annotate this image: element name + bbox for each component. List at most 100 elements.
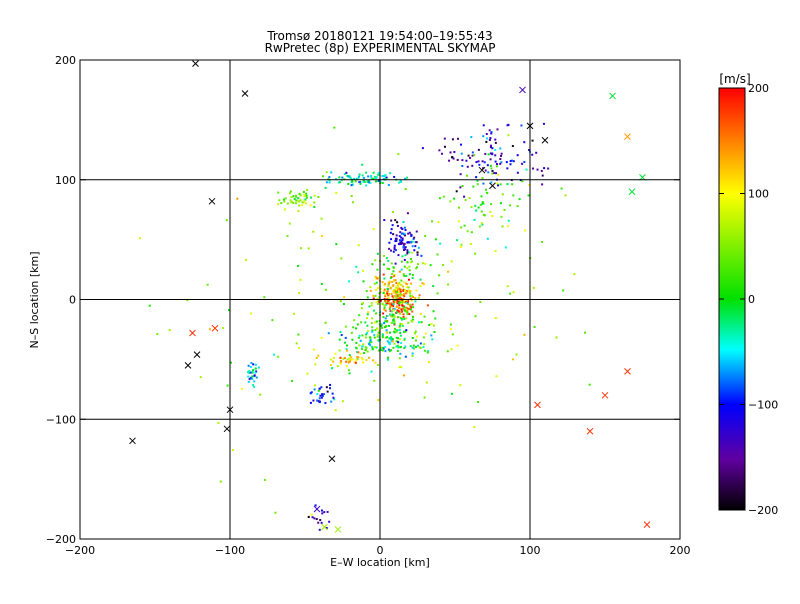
data-marker: [609, 92, 616, 100]
data-point: [409, 345, 412, 348]
data-point: [390, 304, 393, 307]
data-point: [385, 300, 388, 303]
data-point: [318, 528, 321, 531]
data-point: [393, 322, 396, 325]
colorbar-tick-label: 0: [748, 293, 755, 306]
data-point: [487, 153, 490, 156]
data-point: [523, 160, 526, 163]
colorbar-label: [m/s]: [719, 72, 750, 86]
data-point: [384, 320, 387, 323]
data-marker: [586, 427, 594, 435]
data-point: [186, 299, 189, 302]
data-point: [373, 309, 376, 312]
data-point: [366, 181, 369, 184]
data-point: [354, 180, 357, 183]
data-point: [339, 356, 342, 359]
data-point: [328, 179, 331, 182]
data-point: [389, 231, 392, 234]
data-point: [488, 138, 491, 141]
data-point: [368, 305, 371, 308]
data-point: [391, 272, 394, 275]
data-point: [362, 180, 365, 183]
data-point: [481, 223, 484, 226]
data-point: [475, 209, 478, 212]
data-point: [407, 307, 410, 310]
data-point: [349, 356, 352, 359]
data-point: [373, 282, 376, 285]
data-point: [478, 225, 481, 228]
data-point: [531, 153, 534, 156]
data-point: [381, 349, 384, 352]
data-point: [516, 171, 519, 174]
data-point: [360, 357, 363, 360]
data-point: [405, 290, 408, 293]
data-point: [254, 363, 257, 366]
data-point: [340, 257, 343, 260]
data-point: [361, 345, 364, 348]
data-point: [399, 231, 402, 234]
data-point: [298, 204, 301, 207]
data-point: [369, 289, 372, 292]
data-point: [449, 200, 452, 203]
data-point: [423, 343, 426, 346]
data-point: [395, 336, 398, 339]
data-point: [255, 370, 258, 373]
data-point: [438, 274, 441, 277]
data-point: [330, 171, 333, 174]
data-point: [499, 202, 502, 205]
data-point: [510, 159, 513, 162]
data-point: [355, 351, 358, 354]
data-point: [399, 334, 402, 337]
data-point: [400, 318, 403, 321]
data-point: [384, 282, 387, 285]
data-point: [376, 333, 379, 336]
data-point: [406, 251, 409, 254]
data-marker: [223, 425, 231, 433]
data-point: [388, 247, 391, 250]
data-point: [464, 198, 467, 201]
data-point: [400, 299, 403, 302]
data-point: [320, 336, 323, 339]
data-point: [400, 310, 403, 313]
data-point: [416, 263, 419, 266]
data-point: [383, 219, 386, 222]
data-point: [491, 147, 494, 150]
data-point: [392, 270, 395, 273]
data-point: [436, 253, 439, 256]
data-point: [500, 152, 503, 155]
data-point: [404, 301, 407, 304]
data-point: [367, 311, 370, 314]
data-point: [314, 504, 317, 507]
data-point: [499, 147, 502, 150]
data-point: [483, 161, 486, 164]
data-point: [531, 139, 534, 142]
data-point: [334, 178, 337, 181]
data-point: [229, 361, 232, 364]
data-point: [395, 281, 398, 284]
data-point: [409, 305, 412, 308]
data-point: [423, 396, 426, 399]
data-point: [395, 311, 398, 314]
data-point: [401, 304, 404, 307]
data-point: [346, 174, 349, 177]
data-point: [313, 384, 316, 387]
data-point: [389, 306, 392, 309]
data-point: [386, 297, 389, 300]
data-point: [449, 323, 452, 326]
data-point: [348, 354, 351, 357]
data-point: [387, 295, 390, 298]
data-point: [436, 292, 439, 295]
data-point: [386, 340, 389, 343]
data-point: [399, 331, 402, 334]
data-point: [399, 288, 402, 291]
data-point: [456, 137, 459, 140]
data-point: [286, 202, 289, 205]
data-point: [389, 310, 392, 313]
data-point: [485, 133, 488, 136]
data-point: [156, 333, 159, 336]
data-marker: [211, 324, 219, 332]
data-point: [490, 132, 493, 135]
data-point: [382, 312, 385, 315]
data-point: [253, 385, 256, 388]
